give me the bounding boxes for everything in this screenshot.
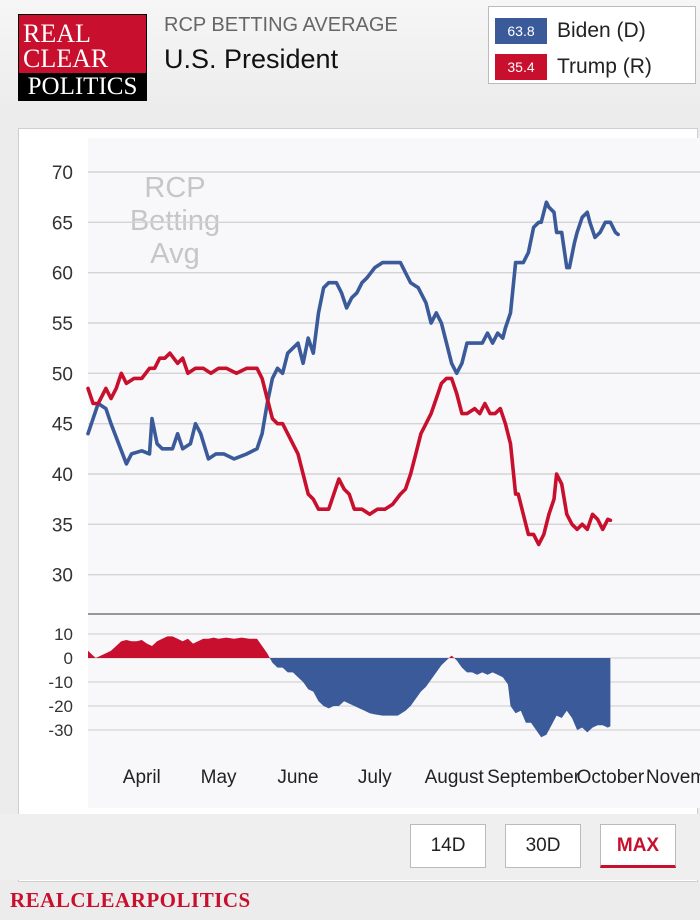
range-30d-button[interactable]: 30D [505,824,581,868]
y-tick-label: 35 [52,515,73,536]
chart-subtitle: RCP BETTING AVERAGE [164,14,398,36]
watermark-line: RCP [144,172,206,204]
logo-line-1: REAL [23,19,91,48]
trump-label: Trump (R) [557,55,652,78]
range-selector-bar [0,814,700,880]
watermark: RCP Betting Avg [120,172,230,271]
x-tick-label: April [123,767,161,788]
y-tick-label: 65 [52,213,73,234]
spread-y-tick-label: 10 [54,625,73,644]
y-tick-label: 55 [52,314,73,335]
rcp-logo[interactable]: REAL CLEAR POLITICS [18,14,147,101]
biden-series-line [86,200,620,466]
spread-y-tick-label: -30 [48,721,73,740]
header: REAL CLEAR POLITICS RCP BETTING AVERAGE … [0,0,700,110]
spread-y-tick-label: 0 [64,649,73,668]
x-tick-label: October [577,767,645,788]
x-tick-label: August [425,767,485,788]
legend: 63.8 Biden (D) 35.4 Trump (R) [488,6,696,84]
spread-y-tick-label: -20 [48,697,73,716]
trump-series-line [86,351,613,547]
y-tick-label: 60 [52,264,73,285]
x-tick-label: September [487,767,581,788]
logo-line-2: CLEAR [23,44,109,73]
chart-title: U.S. President [164,44,339,74]
biden-label: Biden (D) [557,19,646,42]
y-tick-label: 30 [52,566,73,587]
spread-area-trump-lead [88,636,611,658]
spread-y-tick-label: -10 [48,673,73,692]
trump-value-badge: 35.4 [495,54,547,80]
y-tick-label: 70 [52,163,73,184]
y-tick-label: 50 [52,364,73,385]
watermark-line: Betting [129,205,221,237]
y-tick-label: 40 [52,465,73,486]
x-tick-label: November [646,767,700,788]
range-max-button[interactable]: MAX [600,824,676,868]
footer-wordmark[interactable]: REALCLEARPOLITICS [10,888,251,912]
range-14d-button[interactable]: 14D [410,824,486,868]
x-tick-label: July [358,767,392,788]
betting-chart[interactable]: 70 65 60 55 50 45 40 35 30 10 0 -10 -20 -30 April May Ju… [0,0,700,815]
spread-area-biden-lead [88,658,611,738]
y-tick-label: 45 [52,415,73,436]
logo-line-3: POLITICS [19,73,146,100]
x-tick-label: May [201,767,237,788]
x-tick-label: June [277,767,318,788]
watermark-line: Avg [150,238,200,270]
biden-value-badge: 63.8 [495,18,547,44]
